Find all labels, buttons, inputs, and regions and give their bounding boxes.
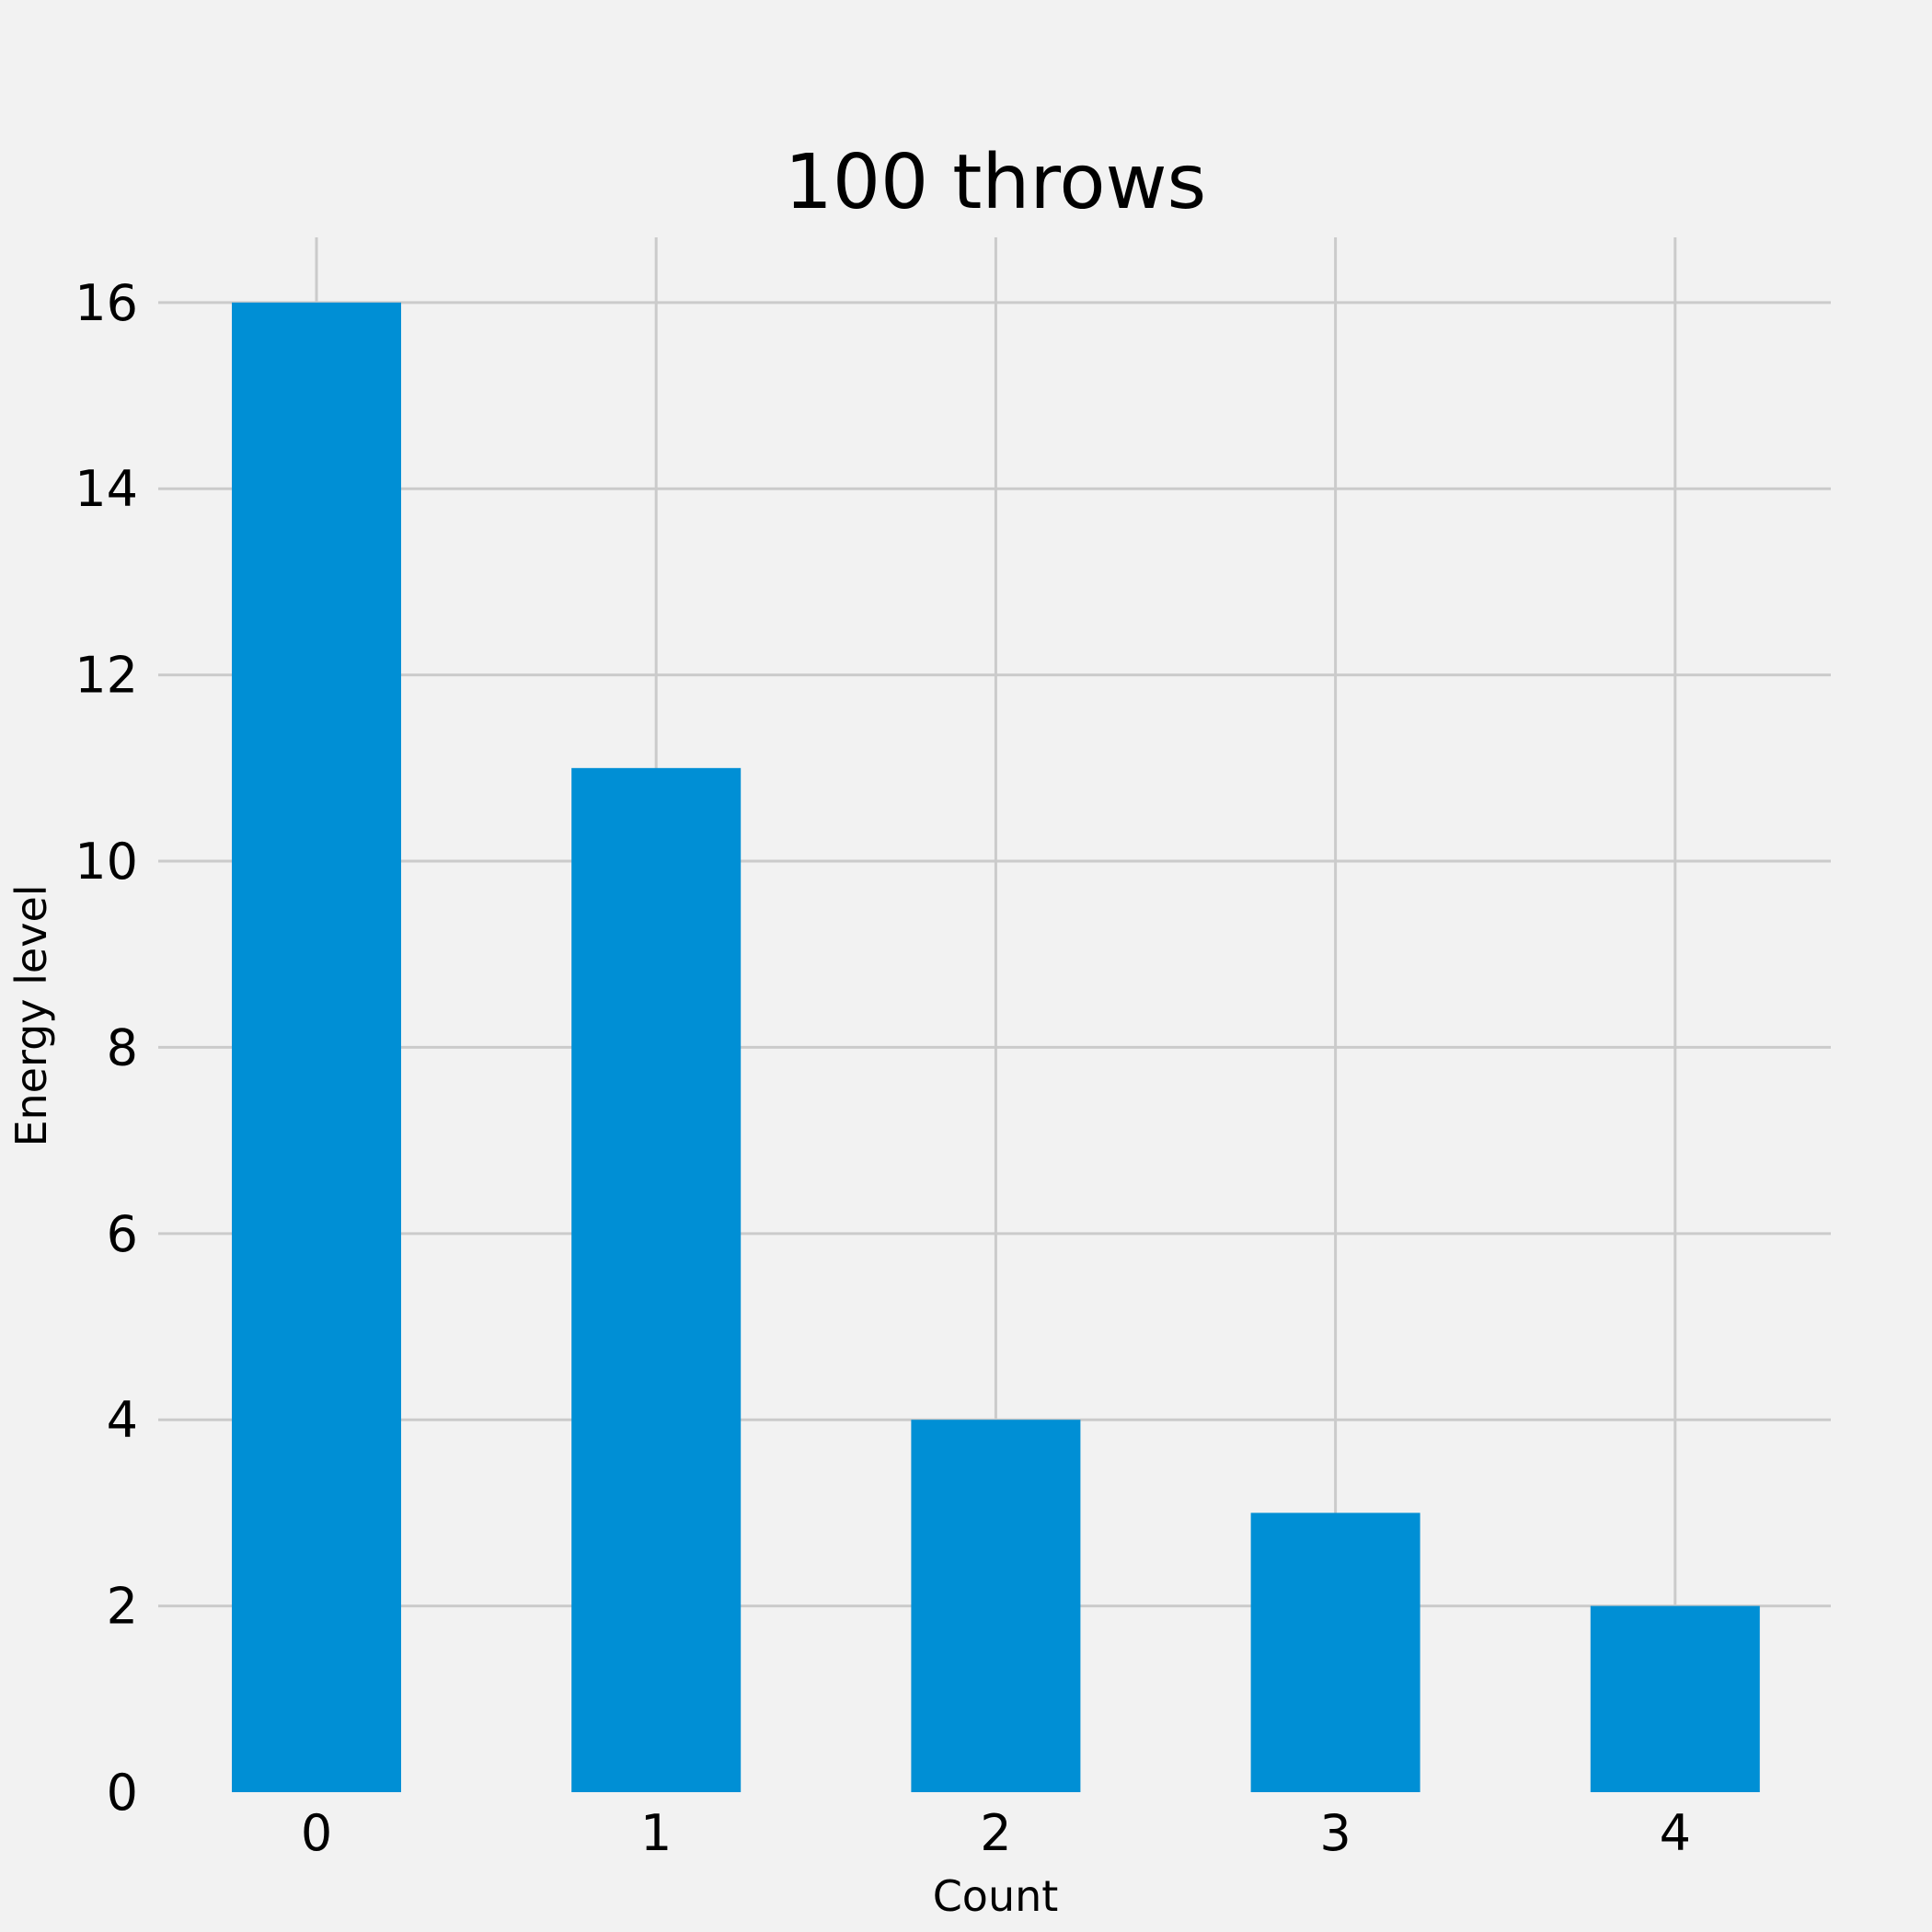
x-axis-label: Count [933, 1871, 1059, 1921]
bar-layer [232, 302, 1760, 1792]
y-axis-label: Energy level [6, 884, 56, 1146]
y-tick-label: 4 [107, 1391, 138, 1449]
y-tick-label: 10 [75, 833, 138, 891]
y-tick-label: 6 [107, 1205, 138, 1263]
y-tick-label: 0 [107, 1764, 138, 1822]
y-tick-label: 8 [107, 1018, 138, 1076]
bar [1590, 1605, 1760, 1792]
bar [571, 767, 742, 1792]
y-tick-label: 12 [75, 647, 138, 705]
y-tick-label: 16 [75, 274, 138, 332]
bar [232, 302, 401, 1792]
x-tick-label: 3 [1319, 1804, 1351, 1862]
x-tick-label: 4 [1660, 1804, 1691, 1862]
y-tick-label: 14 [75, 460, 138, 518]
x-tick-label: 1 [640, 1804, 672, 1862]
bar [1250, 1512, 1420, 1792]
x-tick-label: 0 [301, 1804, 332, 1862]
chart-title: 100 throws [785, 139, 1207, 226]
x-tick-label: 2 [980, 1804, 1011, 1862]
bar [911, 1420, 1081, 1792]
y-tick-label: 2 [107, 1578, 138, 1636]
